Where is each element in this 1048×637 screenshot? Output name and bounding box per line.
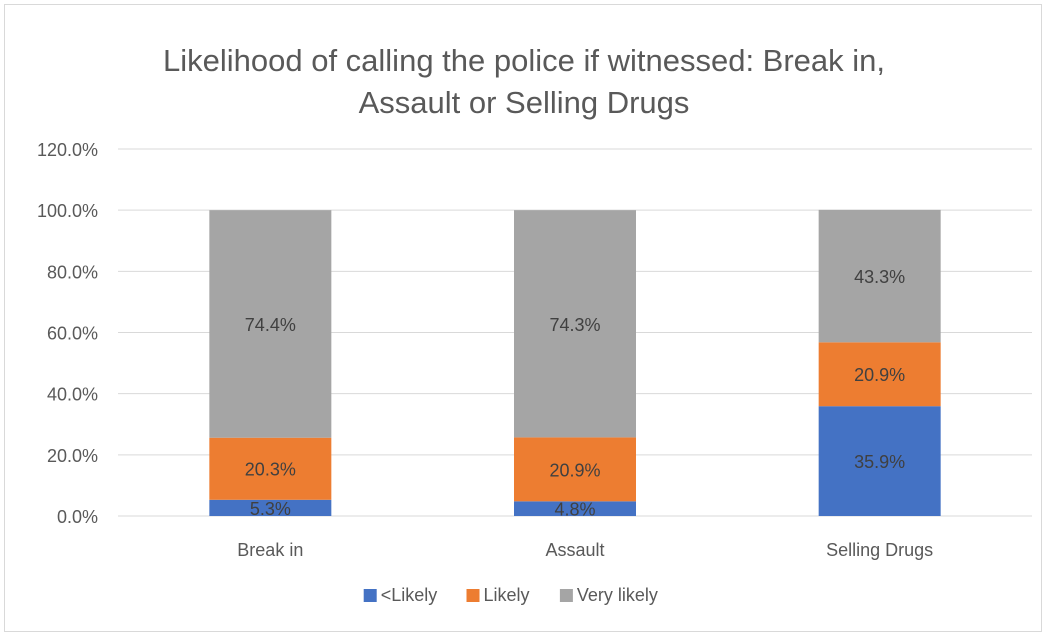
y-tick-label: 120.0% (37, 140, 98, 160)
bar-segment (514, 501, 636, 516)
data-label: 20.3% (245, 460, 296, 480)
data-label: 4.8% (554, 500, 595, 520)
data-label: 20.9% (549, 460, 600, 480)
y-tick-label: 40.0% (47, 385, 98, 405)
legend-label: Very likely (577, 585, 658, 605)
bar-segment (818, 406, 941, 516)
y-tick-label: 60.0% (47, 324, 98, 344)
y-tick-label: 0.0% (57, 507, 98, 527)
legend-swatch (363, 589, 377, 602)
bar-segment (209, 437, 332, 500)
legend-label: Likely (484, 585, 530, 605)
x-tick-label: Break in (237, 540, 303, 560)
data-label: 35.9% (854, 452, 905, 472)
data-label: 74.4% (245, 315, 296, 335)
legend-swatch (559, 589, 573, 602)
y-tick-label: 100.0% (37, 201, 98, 221)
data-label: 5.3% (250, 499, 291, 519)
y-tick-label: 20.0% (47, 446, 98, 466)
bar-segment (514, 210, 636, 438)
x-tick-label: Selling Drugs (826, 540, 933, 560)
bar-segment (818, 342, 941, 407)
legend-swatch (466, 589, 480, 602)
chart-title-line-2: Assault or Selling Drugs (358, 85, 690, 120)
chart-title-line-1: Likelihood of calling the police if witn… (162, 43, 886, 78)
data-label: 74.3% (549, 315, 600, 335)
legend-label: <Likely (381, 585, 438, 605)
bar-segment (818, 209, 941, 343)
bar-segment (514, 437, 636, 502)
x-tick-label: Assault (545, 540, 604, 560)
bar-segment (209, 210, 332, 438)
chart-title: Likelihood of calling the police if witn… (0, 40, 1048, 124)
data-label: 20.9% (854, 365, 905, 385)
y-tick-label: 80.0% (47, 262, 98, 282)
data-label: 43.3% (854, 267, 905, 287)
bar-segment (209, 499, 332, 516)
